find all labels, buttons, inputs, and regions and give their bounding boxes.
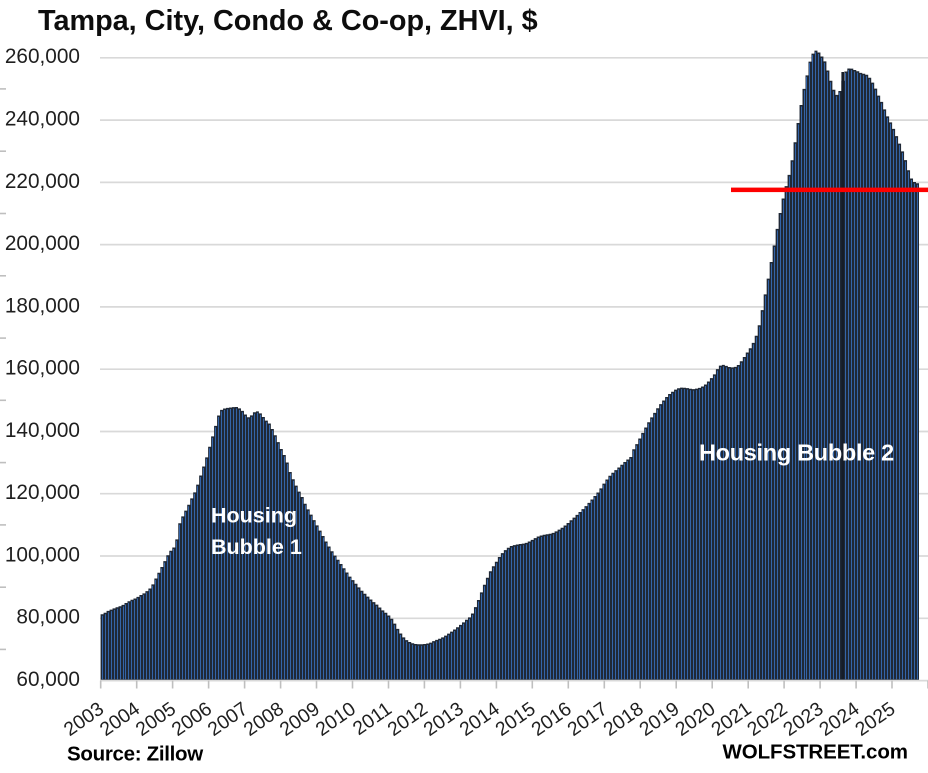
svg-text:60,000: 60,000	[16, 668, 80, 691]
svg-text:100,000: 100,000	[5, 543, 80, 566]
svg-text:180,000: 180,000	[5, 294, 80, 317]
svg-text:WOLFSTREET.com: WOLFSTREET.com	[723, 741, 908, 764]
svg-text:140,000: 140,000	[5, 419, 80, 442]
svg-text:Housing: Housing	[211, 504, 297, 528]
svg-text:Housing Bubble 2: Housing Bubble 2	[699, 440, 894, 466]
svg-text:Bubble 1: Bubble 1	[211, 535, 302, 559]
svg-text:240,000: 240,000	[5, 108, 80, 131]
svg-text:Source: Zillow: Source: Zillow	[67, 743, 203, 766]
svg-text:160,000: 160,000	[5, 357, 80, 380]
svg-text:80,000: 80,000	[16, 606, 80, 629]
svg-text:200,000: 200,000	[5, 232, 80, 255]
svg-text:120,000: 120,000	[5, 481, 80, 504]
svg-text:Tampa, City, Condo & Co-op, ZH: Tampa, City, Condo & Co-op, ZHVI, $	[38, 5, 538, 37]
svg-text:260,000: 260,000	[5, 45, 80, 68]
svg-text:220,000: 220,000	[5, 170, 80, 193]
